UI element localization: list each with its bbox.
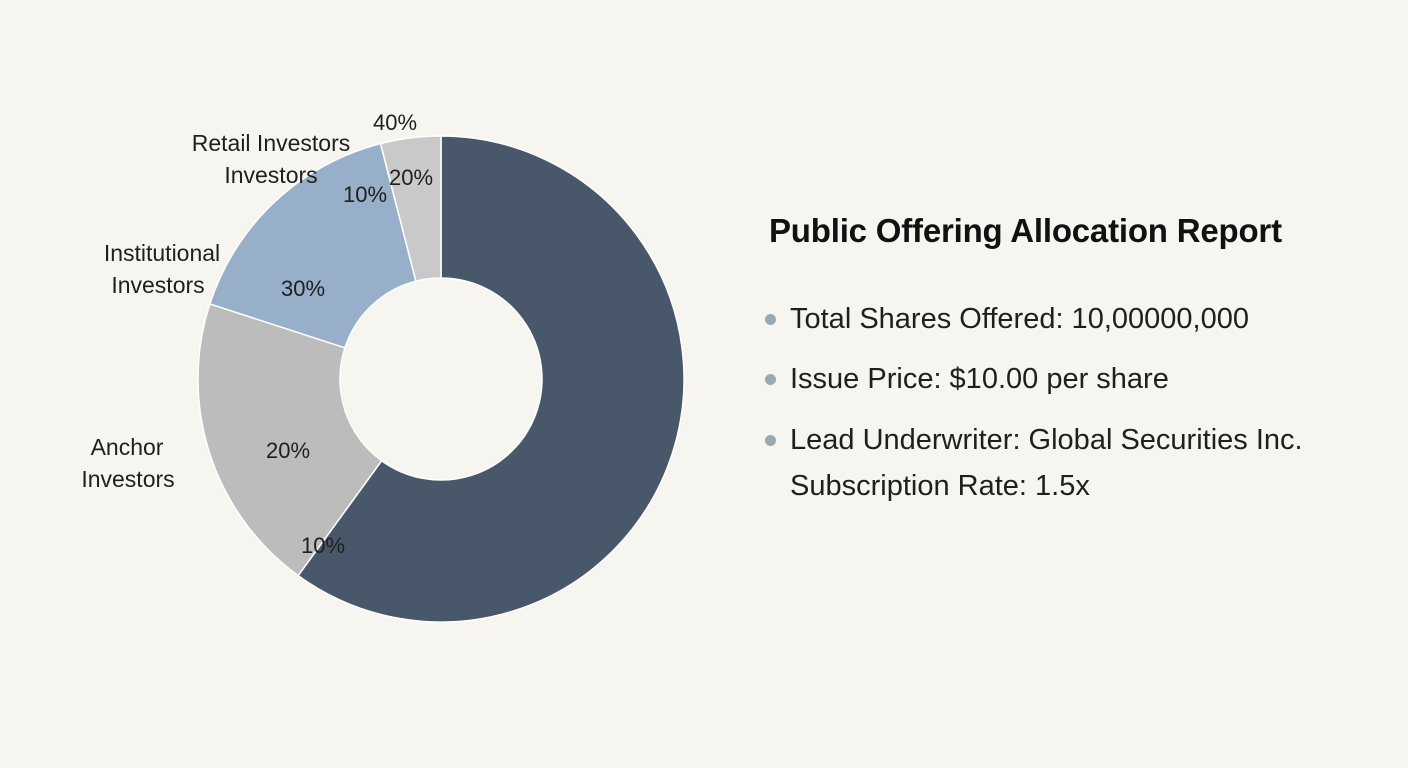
pct-label-institutional: 30% <box>281 276 325 301</box>
report-item-text: Total Shares Offered: 10,00000,000 <box>790 303 1249 335</box>
report-item-text: Lead Underwriter: Global Securities Inc. <box>790 424 1303 456</box>
donut-slice-dark <box>297 135 685 623</box>
pct-label-top: 40% <box>373 110 417 135</box>
report-item-issue-price: Issue Price: $10.00 per share <box>765 362 1385 396</box>
donut-slices <box>197 135 685 623</box>
label-institutional-line2: Investors <box>111 272 204 298</box>
donut-slice-anchor <box>197 302 383 577</box>
label-retail-line2: Investors <box>224 162 317 188</box>
report-panel: Public Offering Allocation Report Total … <box>765 212 1385 503</box>
donut-slice-retail <box>379 135 442 283</box>
label-anchor-line2: Investors <box>81 466 174 492</box>
report-item-subscription-rate: Subscription Rate: 1.5x <box>765 469 1385 503</box>
report-item-text: Subscription Rate: 1.5x <box>790 470 1090 502</box>
report-item-lead-underwriter: Lead Underwriter: Global Securities Inc. <box>765 423 1385 457</box>
report-item-text: Issue Price: $10.00 per share <box>790 363 1169 395</box>
pct-label-retail-slice: 20% <box>389 165 433 190</box>
pct-label-retail-outer: 10% <box>343 182 387 207</box>
bullet-dot-icon <box>765 435 776 446</box>
allocation-donut-chart: Retail Investors Investors Institutional… <box>81 110 685 623</box>
label-anchor-line1: Anchor <box>91 434 164 460</box>
bullet-dot-icon <box>765 374 776 385</box>
report-item-total-shares: Total Shares Offered: 10,00000,000 <box>765 302 1385 336</box>
pct-label-anchor: 20% <box>266 438 310 463</box>
report-title: Public Offering Allocation Report <box>769 212 1282 249</box>
donut-slice-institutional <box>208 142 417 349</box>
pct-label-bottom: 10% <box>301 533 345 558</box>
label-retail-line1: Retail Investors <box>192 130 351 156</box>
label-institutional-line1: Institutional <box>104 240 220 266</box>
bullet-dot-icon <box>765 314 776 325</box>
